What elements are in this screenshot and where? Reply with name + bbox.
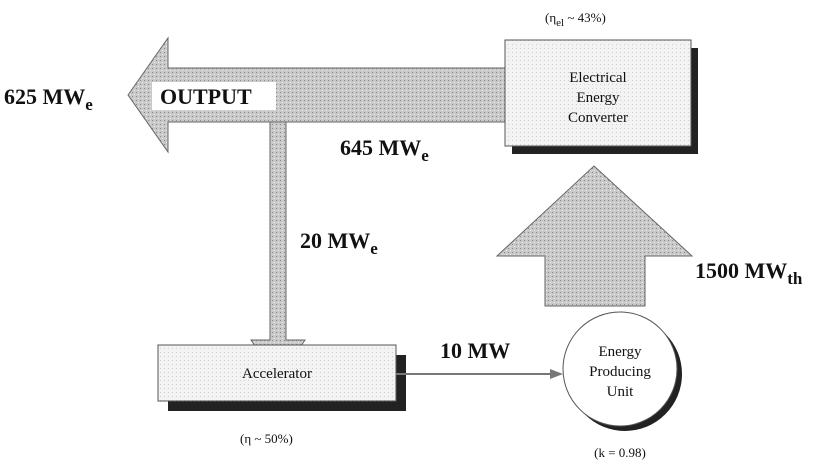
flow-sub: e (85, 95, 93, 114)
flow-label: 645 MWe (340, 135, 429, 165)
efficiency-note: (ηel ~ 43%) (545, 10, 606, 29)
node-label: Unit (607, 384, 635, 400)
flow-sub: e (421, 146, 429, 165)
flow-value: 625 MW (4, 84, 85, 109)
note-text: ~ 43%) (564, 10, 606, 25)
flow-sub: e (370, 239, 378, 258)
converter-box (504, 39, 692, 147)
output-label: OUTPUT (160, 84, 252, 109)
flow-value: 1500 MW (695, 258, 787, 283)
output-box (152, 82, 276, 110)
note-text: (η (545, 10, 556, 25)
flow-label: 1500 MWth (695, 258, 803, 288)
unit-circle (562, 311, 678, 427)
k-note: (k = 0.98) (594, 445, 646, 460)
flow-value: 20 MW (300, 228, 370, 253)
flow-sub: th (787, 269, 803, 288)
down-arrow (250, 121, 306, 381)
flow-label: 10 MW (440, 338, 510, 363)
efficiency-note: (η ~ 50%) (240, 431, 293, 446)
node-label: Accelerator (242, 366, 312, 382)
flow-label: 625 MWe (4, 84, 93, 114)
node-label: Energy (598, 344, 642, 360)
note-sub: el (556, 17, 564, 29)
up-arrow (495, 165, 694, 307)
flow-value: 645 MW (340, 135, 421, 160)
flow-label: 20 MWe (300, 228, 378, 258)
node-label: Producing (589, 364, 651, 380)
node-label: Converter (568, 110, 628, 126)
node-label: Electrical (569, 70, 626, 86)
node-label: Energy (576, 90, 620, 106)
beam-arrowhead (550, 369, 563, 379)
